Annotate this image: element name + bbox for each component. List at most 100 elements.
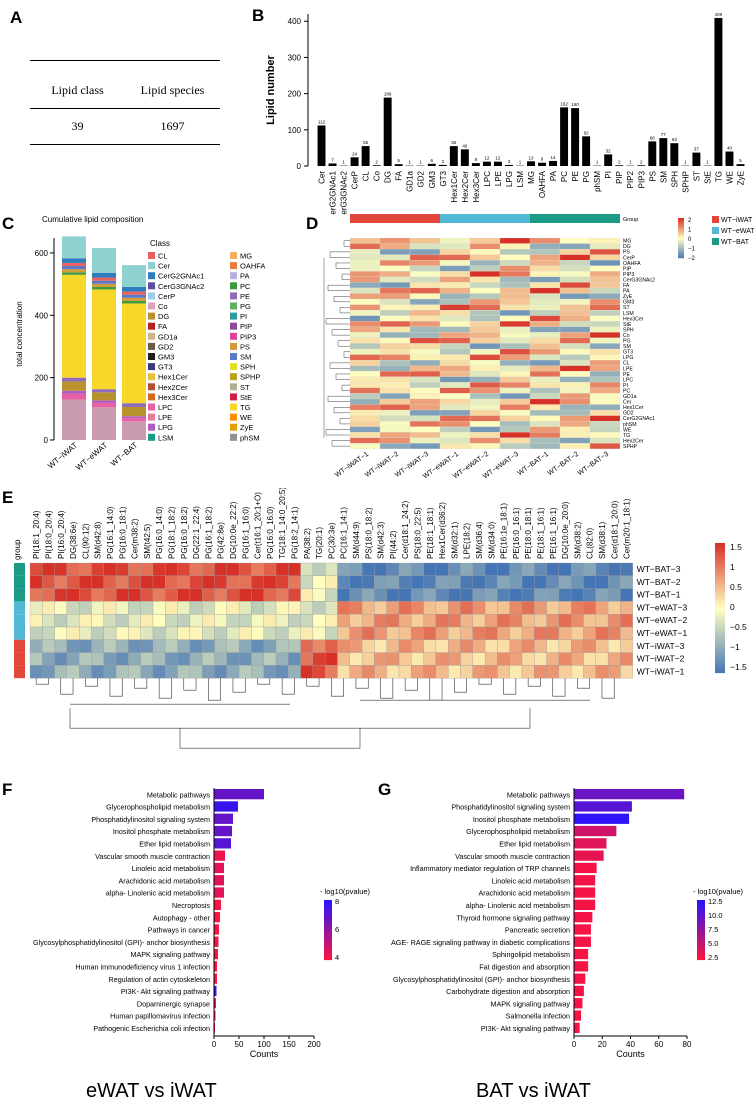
heat-cell <box>410 399 440 405</box>
heat-cell <box>485 627 497 640</box>
legend-gradient-step <box>697 903 705 904</box>
legend-label: CerP <box>158 292 175 301</box>
stack-seg-cer <box>62 236 86 258</box>
scale-gradient-step <box>715 579 725 580</box>
legend-swatch <box>230 343 237 350</box>
heat-cell <box>560 271 590 277</box>
scale-gradient-step <box>715 610 725 611</box>
heat-cell <box>92 653 104 666</box>
heat-cell <box>178 563 190 576</box>
heat-cell <box>301 627 313 640</box>
heat-cell <box>620 665 632 678</box>
heat-cell <box>530 271 560 277</box>
row-group-cell <box>14 563 25 576</box>
heat-cell <box>485 576 497 589</box>
x-tick-label: GT3 <box>439 170 448 186</box>
legend-gradient-step <box>697 915 705 916</box>
y-tick-label: Autophagy - other <box>153 913 211 922</box>
heat-cell <box>596 614 608 627</box>
heat-cell <box>560 366 590 372</box>
heat-cell <box>313 640 325 653</box>
legend-gradient-step <box>697 933 705 934</box>
bar-age-rage-signaling-pathway-in-diabetic-complications <box>574 937 591 947</box>
legend-gradient-step <box>697 942 705 943</box>
col-label: SM(d38:1) <box>598 521 607 559</box>
heat-cell <box>590 432 620 438</box>
heat-cell <box>227 640 239 653</box>
heat-cell <box>440 360 470 366</box>
heat-cell <box>153 640 165 653</box>
x-tick-label: 150 <box>282 1040 296 1049</box>
legend-swatch <box>148 313 155 320</box>
heat-cell <box>165 589 177 602</box>
heat-cell <box>350 299 380 305</box>
heat-cell <box>560 416 590 422</box>
stack-seg-pc <box>62 272 86 274</box>
legend-gradient-step <box>324 936 332 937</box>
col-dendrogram <box>307 678 319 686</box>
scale-gradient-step <box>715 653 725 654</box>
heat-cell <box>411 627 423 640</box>
legend-gradient-step <box>697 900 705 901</box>
legend-gradient-step <box>324 907 332 908</box>
scale-gradient-step <box>715 609 725 610</box>
legend-swatch <box>230 414 237 421</box>
heat-cell <box>485 665 497 678</box>
heat-cell <box>500 294 530 300</box>
heat-cell <box>560 393 590 399</box>
legend-tick-label: 8 <box>335 897 339 906</box>
col-label: CL(82:0) <box>586 528 595 559</box>
heat-cell <box>530 421 560 427</box>
heat-cell <box>560 388 590 394</box>
legend-tick-label: 4 <box>335 953 339 962</box>
heat-cell <box>104 640 116 653</box>
y-tick-label: 200 <box>35 374 49 383</box>
heat-cell <box>530 349 560 355</box>
legend-gradient-step <box>324 930 332 931</box>
heat-cell <box>534 589 546 602</box>
heat-cell <box>55 589 67 602</box>
heat-cell <box>301 614 313 627</box>
scale-tick-label: 1 <box>730 562 735 572</box>
heat-cell <box>470 416 500 422</box>
heat-cell <box>560 377 590 383</box>
x-tick-label: 80 <box>683 1040 692 1049</box>
heat-cell <box>350 410 380 416</box>
heat-cell <box>30 627 42 640</box>
heat-cell <box>436 589 448 602</box>
heat-cell <box>440 260 470 266</box>
heat-cell <box>380 360 410 366</box>
heat-cell <box>485 601 497 614</box>
y-tick-label: Inositol phosphate metabolism <box>113 827 210 836</box>
heat-cell <box>448 601 460 614</box>
scale-gradient-step <box>715 628 725 629</box>
scale-gradient-step <box>715 576 725 577</box>
heat-cell <box>590 321 620 327</box>
bar-value-label: 189 <box>384 92 392 97</box>
col-label: SM(d32:1) <box>450 521 459 559</box>
bar-pg <box>582 136 590 166</box>
heat-cell <box>590 255 620 261</box>
bar-value-label: 46 <box>462 143 468 148</box>
scale-gradient-step <box>715 672 725 673</box>
heat-cell <box>350 377 380 383</box>
heat-cell <box>153 589 165 602</box>
heat-cell <box>440 366 470 372</box>
stack-seg-cl <box>62 263 86 266</box>
heat-cell <box>350 332 380 338</box>
heat-cell <box>202 589 214 602</box>
heat-cell <box>350 665 362 678</box>
heat-cell <box>510 653 522 666</box>
heat-cell <box>500 321 530 327</box>
heat-cell <box>301 576 313 589</box>
heat-cell <box>590 260 620 266</box>
heat-cell <box>288 563 300 576</box>
scale-gradient-step <box>715 669 725 670</box>
heat-cell <box>584 563 596 576</box>
heat-cell <box>79 601 91 614</box>
heat-cell <box>559 576 571 589</box>
row-label: WT−iWAT−3 <box>637 641 685 651</box>
heat-cell <box>350 266 380 272</box>
legend-label: WT−eWAT <box>721 228 754 235</box>
heat-cell <box>350 271 380 277</box>
